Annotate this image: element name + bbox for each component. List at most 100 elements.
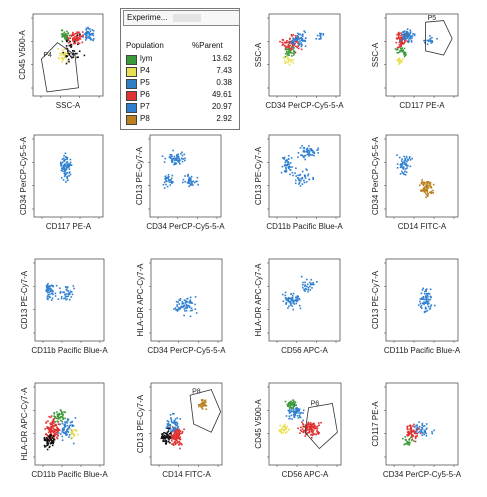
event-dot [417, 431, 420, 434]
event-dot [297, 299, 299, 302]
event-dot [72, 56, 75, 58]
event-dot [56, 411, 58, 413]
y-axis-label: CD34 PerCP-Cy5-5-A [19, 136, 28, 215]
event-dot [423, 39, 425, 42]
event-dot [312, 281, 315, 284]
event-dot [175, 424, 177, 427]
event-dot [409, 428, 411, 430]
event-dot [305, 168, 307, 170]
event-dot [60, 433, 62, 435]
event-dot [170, 437, 173, 439]
event-dot [427, 187, 430, 189]
event-dot [78, 34, 81, 37]
event-dot [429, 298, 432, 301]
x-axis-label: CD34 PerCP-Cy5-5-A [265, 101, 344, 110]
x-axis-label: CD11b Pacific Blue-A [266, 222, 343, 231]
event-dot [429, 307, 432, 310]
event-dot [399, 163, 402, 166]
event-dot [427, 193, 429, 195]
event-dot [425, 435, 428, 437]
gate-label: P8 [192, 388, 201, 395]
plot-frame [150, 258, 223, 342]
event-dot [63, 57, 66, 59]
event-dot [69, 40, 71, 43]
event-dot [285, 298, 288, 301]
event-dot [285, 428, 287, 431]
event-dot [70, 291, 73, 293]
event-dot [290, 49, 292, 51]
event-dot [168, 175, 170, 178]
event-dot [425, 290, 427, 292]
event-dot [51, 297, 54, 300]
event-dot [292, 42, 294, 44]
event-dot [422, 302, 425, 304]
event-dot [291, 45, 293, 48]
event-dot [62, 168, 64, 171]
event-dot [54, 428, 56, 431]
event-dot [405, 168, 407, 170]
event-dot [432, 189, 434, 192]
event-dot [316, 149, 318, 151]
event-dot [72, 50, 74, 52]
event-dot [68, 166, 70, 168]
event-dot [64, 174, 66, 177]
event-dot [187, 304, 190, 307]
event-dot [403, 35, 405, 38]
event-dot [301, 421, 303, 423]
event-dot [199, 404, 201, 406]
gate-p8 [189, 389, 222, 433]
event-dot [406, 425, 409, 428]
event-dot [290, 406, 293, 409]
event-dot [289, 297, 291, 300]
event-dot [173, 308, 175, 310]
event-dot [311, 283, 314, 285]
event-dot [56, 429, 59, 432]
legend-title-bar: Experime... [123, 10, 240, 26]
x-axis-label: SSC-A [56, 101, 81, 110]
event-dot [180, 152, 182, 155]
event-dot [70, 421, 73, 424]
event-dot [302, 424, 305, 426]
event-dot [191, 181, 194, 183]
event-dot [287, 41, 290, 43]
event-dot [62, 414, 64, 417]
x-axis-label: CD34 PerCP-Cy5-5-A [383, 470, 462, 479]
event-dot [295, 36, 298, 39]
event-dot [427, 295, 429, 298]
event-dot [65, 45, 68, 47]
event-dot [293, 409, 295, 411]
event-dot [61, 170, 64, 172]
event-dot [68, 293, 71, 296]
event-dot [416, 424, 418, 426]
event-dot [282, 157, 285, 159]
event-dot [287, 60, 290, 63]
event-dot [292, 174, 294, 177]
event-dot [315, 433, 317, 436]
event-dot [286, 41, 288, 44]
event-dot [313, 433, 316, 435]
event-dot [59, 417, 61, 419]
event-dot [54, 433, 57, 436]
event-dot [428, 302, 430, 305]
event-dot [203, 404, 206, 407]
event-dot [66, 48, 69, 50]
event-dot [172, 427, 175, 429]
event-dot [63, 423, 65, 426]
event-dot [56, 436, 58, 439]
event-dot [428, 184, 431, 187]
event-dot [64, 172, 66, 175]
event-dot [292, 62, 295, 64]
event-dot [166, 431, 169, 434]
event-dot [429, 191, 431, 194]
event-dot [205, 408, 207, 411]
event-dot [61, 61, 63, 63]
event-dot [166, 420, 169, 422]
event-dot [419, 306, 422, 308]
event-dot [310, 433, 313, 436]
event-dot [425, 428, 428, 430]
event-dot [310, 278, 313, 281]
event-dot [164, 436, 166, 439]
event-dot [302, 155, 304, 158]
event-dot [297, 156, 299, 158]
event-dot [408, 425, 411, 427]
